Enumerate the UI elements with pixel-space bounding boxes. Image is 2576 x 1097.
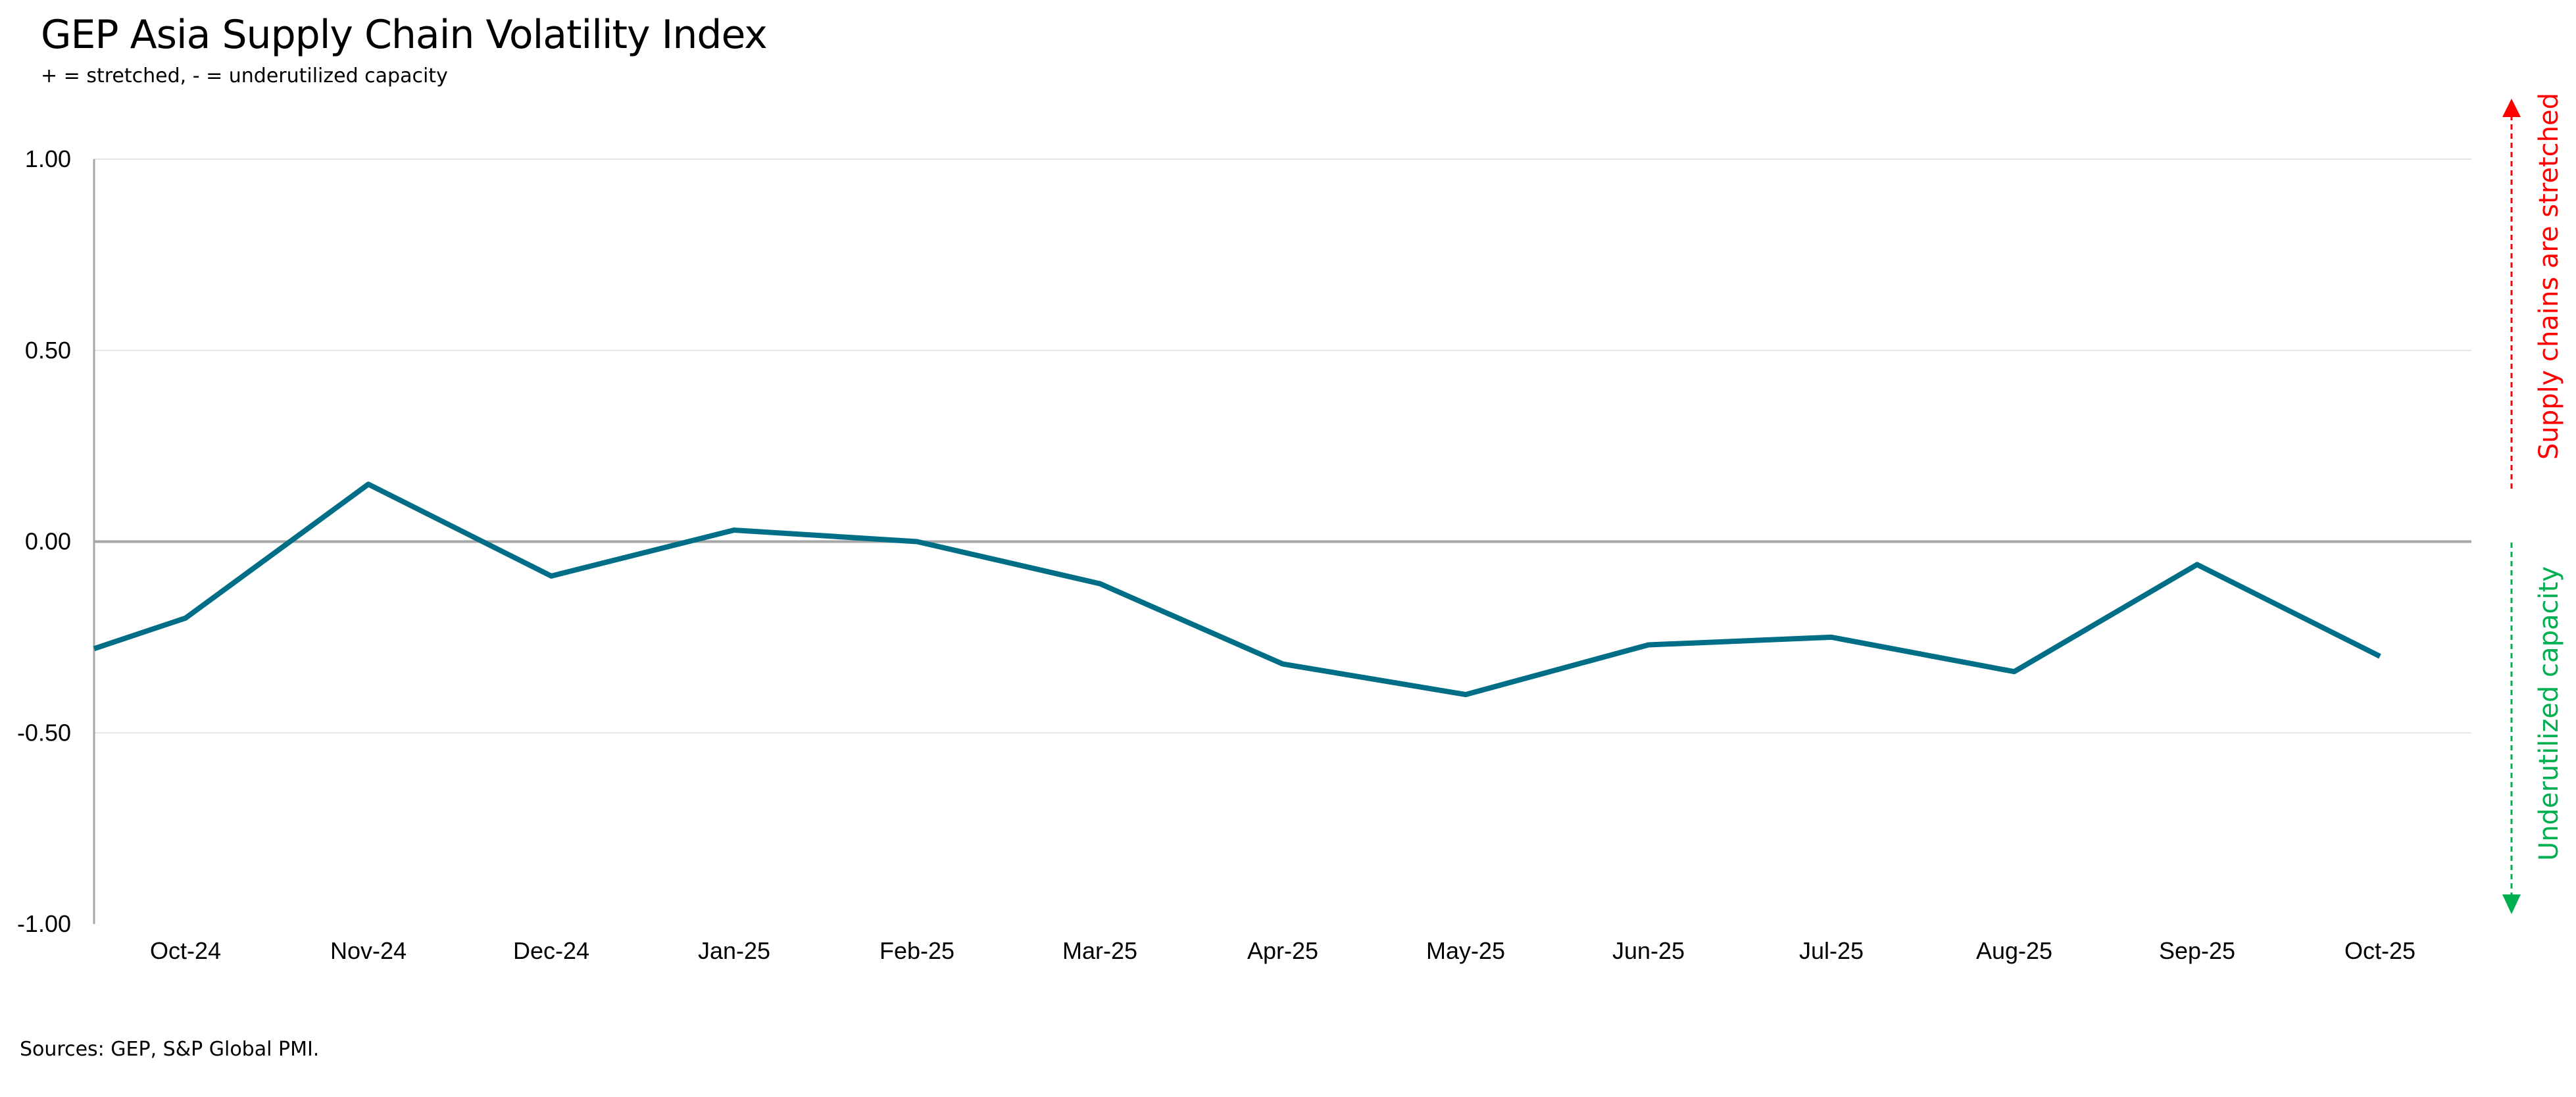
x-tick-label: May-25 (1426, 937, 1505, 964)
x-tick-label: Mar-25 (1062, 937, 1137, 964)
x-tick-label: Apr-25 (1247, 937, 1318, 964)
chart-subtitle: + = stretched, - = underutilized capacit… (41, 64, 448, 87)
x-tick-label: Feb-25 (879, 937, 954, 964)
chart-title: GEP Asia Supply Chain Volatility Index (41, 12, 768, 58)
x-tick-label: Nov-24 (330, 937, 407, 964)
x-tick-label: Jul-25 (1799, 937, 1864, 964)
y-tick-label: -0.50 (17, 719, 71, 746)
source-note: Sources: GEP, S&P Global PMI. (20, 1038, 320, 1061)
y-tick-label: -1.00 (17, 910, 71, 937)
y-tick-label: 0.00 (25, 528, 71, 555)
x-tick-label: Aug-25 (1976, 937, 2052, 964)
x-tick-label: Jan-25 (698, 937, 770, 964)
x-tick-label: Dec-24 (513, 937, 589, 964)
x-tick-label: Sep-25 (2159, 937, 2235, 964)
series-line (93, 481, 2381, 698)
x-tick-label: Oct-25 (2344, 937, 2415, 964)
arrow-down-icon (2502, 894, 2521, 914)
arrow-up-icon (2502, 99, 2521, 117)
y-tick-label: 1.00 (25, 145, 71, 172)
down-annotation-label: Underutilized capacity (2534, 566, 2564, 861)
y-tick-label: 0.50 (25, 337, 71, 364)
x-tick-label: Jun-25 (1612, 937, 1685, 964)
x-tick-label: Oct-24 (150, 937, 221, 964)
up-annotation-label: Supply chains are stretched (2534, 93, 2564, 460)
